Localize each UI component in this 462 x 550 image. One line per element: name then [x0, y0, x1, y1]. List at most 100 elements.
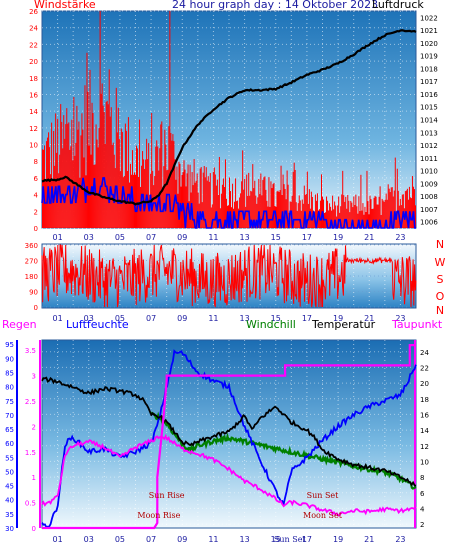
temperature-ytick-label: 6	[420, 490, 425, 498]
humidity-ytick-label: 35	[5, 511, 14, 519]
wind-panel-xtick-label: 15	[271, 233, 281, 242]
pressure-ytick-label: 1016	[420, 91, 438, 99]
humidity-ytick-label: 90	[5, 355, 14, 363]
compass-label-O: O	[436, 290, 445, 303]
pressure-ytick-label: 1017	[420, 78, 438, 86]
wind-ytick-label: 18	[29, 75, 38, 83]
wind-ytick-label: 4	[34, 192, 39, 200]
humidity-ytick-label: 60	[5, 440, 14, 448]
rain-line	[42, 344, 416, 530]
rain-ytick-label: 2	[32, 423, 36, 431]
direction-panel-xtick-label: 01	[52, 314, 62, 323]
direction-ytick-label: 0	[34, 304, 38, 312]
wind-ytick-label: 2	[34, 208, 38, 216]
astro-label: Moon Rise	[137, 511, 180, 520]
humidity-ytick-label: 80	[5, 384, 14, 392]
rain-ytick-label: 3.5	[25, 347, 36, 355]
legend-dewpoint: Taupunkt	[392, 318, 443, 331]
rain-ytick-label: 1.5	[25, 449, 36, 457]
wind-panel-xtick-label: 19	[333, 233, 343, 242]
pressure-ytick-label: 1012	[420, 142, 438, 150]
temperature-ytick-label: 18	[420, 396, 429, 404]
direction-panel-xtick-label: 11	[208, 314, 218, 323]
pressure-axis-title: Luftdruck	[372, 0, 424, 11]
dewpoint-line	[41, 433, 417, 517]
pressure-ytick-label: 1015	[420, 104, 438, 112]
wind-ytick-label: 10	[29, 142, 38, 150]
temperature-ytick-label: 8	[420, 474, 424, 482]
pressure-ytick-label: 1022	[420, 14, 438, 22]
direction-panel-xtick-label: 05	[115, 314, 125, 323]
wind-ytick-label: 26	[29, 8, 38, 16]
pressure-ytick-label: 1021	[420, 27, 438, 35]
compass-label-S: S	[437, 273, 444, 286]
direction-panel-xtick-label: 09	[177, 314, 187, 323]
temp-panel-xtick-label: 13	[239, 535, 249, 544]
astro-label: Sun Set	[274, 535, 307, 544]
temp-panel-xtick-label: 17	[302, 535, 312, 544]
humidity-ytick-label: 40	[5, 497, 14, 505]
temperature-ytick-label: 24	[420, 349, 429, 357]
wind-panel-xtick-label: 23	[395, 233, 405, 242]
direction-panel-xtick-label: 13	[239, 314, 249, 323]
compass-label-N: N	[436, 238, 444, 251]
wind-panel-xtick-label: 03	[84, 233, 94, 242]
compass-label-N: N	[436, 304, 444, 317]
rain-ytick-label: 1	[32, 474, 36, 482]
wind-ytick-label: 16	[29, 91, 38, 99]
humidity-ytick-label: 65	[5, 426, 14, 434]
temp-panel-xtick-label: 15	[271, 535, 281, 544]
wind-ytick-label: 8	[34, 158, 38, 166]
wind-panel-xtick-label: 07	[146, 233, 156, 242]
temp-panel-xtick-label: 03	[84, 535, 94, 544]
wind-average-line	[41, 177, 416, 229]
direction-ytick-label: 180	[25, 273, 38, 281]
temperature-ytick-label: 16	[420, 411, 429, 419]
wind-ytick-label: 0	[34, 225, 38, 233]
pressure-ytick-label: 1020	[420, 40, 438, 48]
wind-panel-xtick-label: 11	[208, 233, 218, 242]
astro-label: Moon Set	[303, 511, 343, 520]
wind-ytick-label: 12	[29, 125, 38, 133]
direction-panel-xtick-label: 21	[364, 314, 374, 323]
humidity-ytick-label: 70	[5, 412, 14, 420]
direction-panel-xtick-label: 17	[302, 314, 312, 323]
direction-ytick-label: 90	[29, 289, 38, 297]
humidity-ytick-label: 85	[5, 370, 14, 378]
direction-panel-xtick-label: 03	[84, 314, 94, 323]
temperature-ytick-label: 2	[420, 521, 424, 529]
chart-title: 24 hour graph day : 14 Oktober 2023	[172, 0, 379, 11]
temperature-ytick-label: 14	[420, 427, 429, 435]
legend-temperature: Temperatur	[312, 318, 376, 331]
temperature-line	[41, 376, 417, 487]
temp-panel-xtick-label: 11	[208, 535, 218, 544]
direction-panel-xtick-label: 23	[395, 314, 405, 323]
direction-panel-xtick-label: 19	[333, 314, 343, 323]
astro-label: Sun Set	[307, 491, 340, 500]
temperature-ytick-label: 12	[420, 443, 429, 451]
rain-ytick-label: 2.5	[25, 398, 36, 406]
pressure-ytick-label: 1009	[420, 180, 438, 188]
humidity-ytick-label: 55	[5, 454, 14, 462]
wind-ytick-label: 22	[29, 41, 38, 49]
temp-panel-xtick-label: 01	[52, 535, 62, 544]
temp-panel-xtick-label: 21	[364, 535, 374, 544]
pressure-line	[41, 29, 417, 206]
temp-panel-xtick-label: 05	[115, 535, 125, 544]
humidity-ytick-label: 30	[5, 525, 14, 533]
wind-panel-xtick-label: 13	[239, 233, 249, 242]
windchill-line	[150, 411, 417, 490]
pressure-ytick-label: 1006	[420, 219, 438, 227]
pressure-ytick-label: 1013	[420, 129, 438, 137]
pressure-ytick-label: 1007	[420, 206, 438, 214]
wind-panel-xtick-label: 05	[115, 233, 125, 242]
wind-ytick-label: 6	[34, 175, 39, 183]
direction-ytick-label: 270	[25, 258, 38, 266]
legend-rain: Regen	[2, 318, 37, 331]
rain-ytick-label: 3	[32, 373, 36, 381]
astro-label: Sun Rise	[149, 491, 185, 500]
wind-axis-title: Windstärke	[34, 0, 96, 11]
legend-windchill: Windchill	[246, 318, 296, 331]
legend-humidity: Luftfeuchte	[66, 318, 129, 331]
